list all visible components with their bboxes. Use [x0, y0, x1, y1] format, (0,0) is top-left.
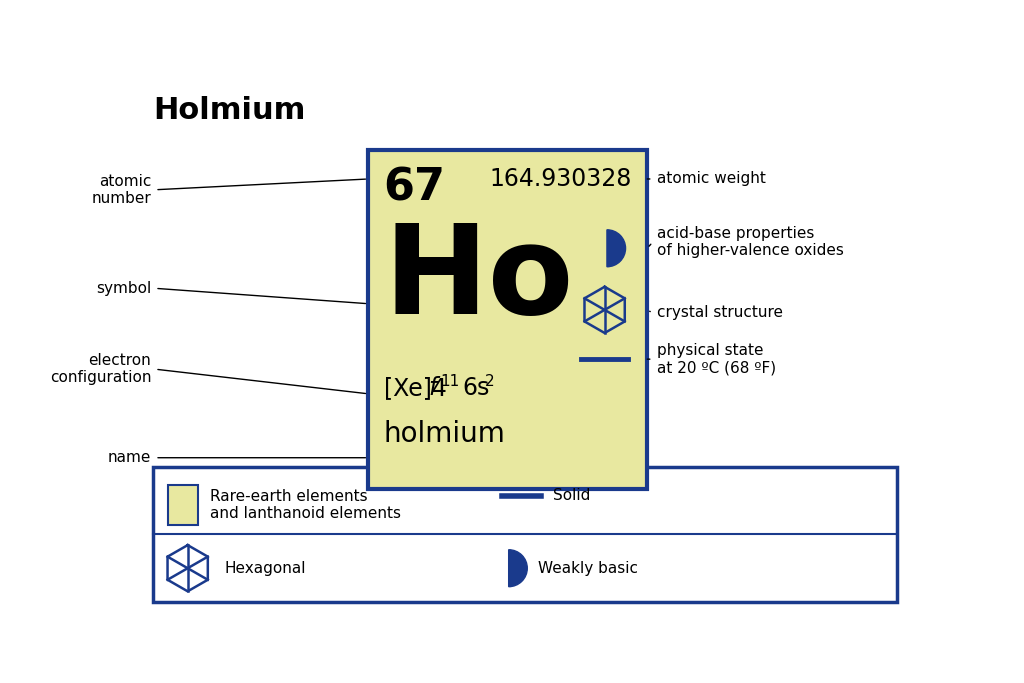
Wedge shape — [607, 229, 626, 267]
Text: Weakly basic: Weakly basic — [539, 561, 638, 576]
Bar — [168, 485, 198, 525]
Bar — [153, 467, 897, 602]
Text: physical state
at 20 ºC (68 ºF): physical state at 20 ºC (68 ºF) — [656, 343, 775, 376]
Wedge shape — [509, 550, 527, 587]
Text: f: f — [429, 376, 437, 400]
Bar — [369, 150, 647, 488]
Text: Holmium: Holmium — [153, 96, 305, 125]
Text: name: name — [108, 450, 152, 465]
Text: electron
configuration: electron configuration — [50, 353, 152, 385]
Text: [Xe]4: [Xe]4 — [384, 376, 446, 400]
Text: 164.930328: 164.930328 — [489, 167, 632, 191]
Text: 67: 67 — [384, 167, 445, 210]
Text: Ho: Ho — [384, 219, 574, 340]
Text: acid-base properties
of higher-valence oxides: acid-base properties of higher-valence o… — [656, 226, 844, 258]
Text: Solid: Solid — [553, 488, 590, 503]
Text: crystal structure: crystal structure — [656, 305, 782, 320]
Text: Rare-earth elements
and lanthanoid elements: Rare-earth elements and lanthanoid eleme… — [210, 489, 401, 521]
Text: 2: 2 — [485, 374, 495, 389]
Text: symbol: symbol — [96, 281, 152, 296]
Text: 11: 11 — [440, 374, 460, 389]
Text: Hexagonal: Hexagonal — [225, 561, 306, 576]
Text: atomic
number: atomic number — [91, 173, 152, 206]
Text: atomic weight: atomic weight — [656, 171, 765, 186]
Text: 6s: 6s — [462, 376, 489, 400]
Text: holmium: holmium — [384, 421, 506, 449]
